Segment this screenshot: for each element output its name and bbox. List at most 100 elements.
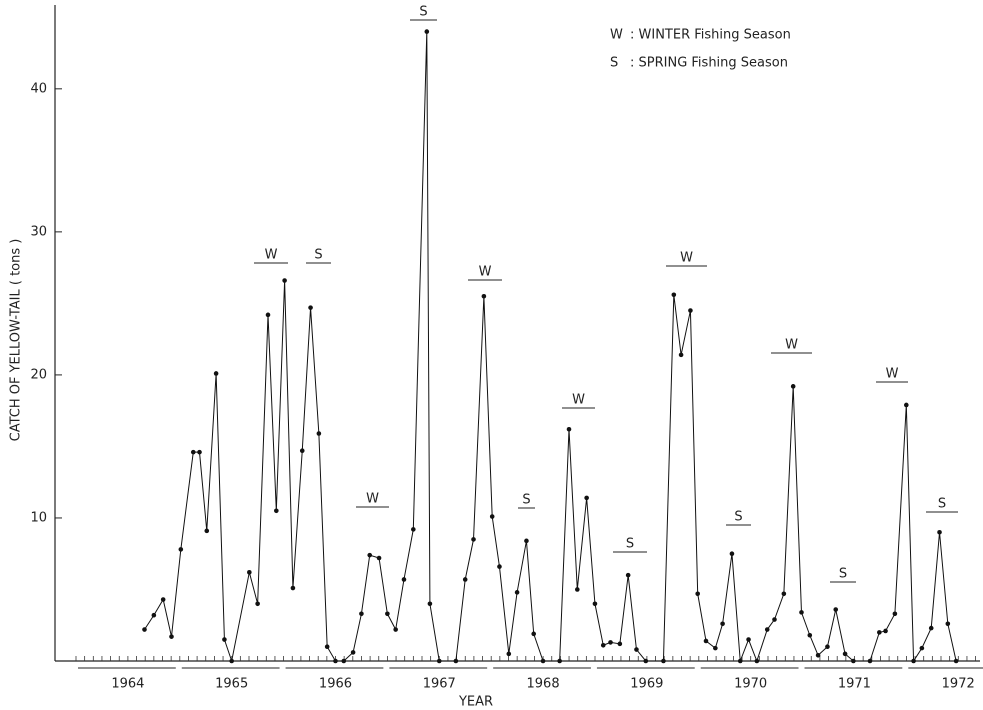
x-tick-label: 1971: [838, 677, 871, 692]
data-point: [316, 431, 322, 436]
x-tick-label: 1969: [630, 677, 663, 692]
data-line: [144, 31, 957, 663]
data-point: [540, 658, 546, 664]
data-point: [497, 564, 502, 569]
data-point: [764, 627, 770, 632]
data-point: [754, 658, 760, 664]
data-point: [574, 587, 580, 592]
data-point: [190, 449, 196, 455]
season-label: W: [572, 393, 585, 408]
data-point: [401, 577, 407, 582]
season-label: S: [938, 497, 946, 512]
data-point: [359, 611, 364, 617]
data-point: [367, 552, 373, 558]
data-point: [625, 572, 631, 578]
x-tick-label: 1966: [319, 677, 352, 692]
data-point: [531, 631, 537, 637]
data-point: [781, 591, 787, 597]
x-tick-label: 1968: [527, 677, 560, 692]
data-point: [299, 448, 305, 454]
season-label: S: [734, 510, 742, 525]
data-point: [807, 632, 813, 638]
data-point: [634, 647, 639, 652]
data-point: [350, 650, 356, 655]
data-point: [851, 658, 856, 664]
data-point: [928, 625, 934, 631]
data-point: [506, 651, 512, 657]
data-point: [600, 642, 606, 648]
data-point: [222, 637, 227, 642]
y-tick-label: 40: [30, 81, 47, 96]
data-point: [376, 555, 382, 561]
data-point: [274, 508, 279, 514]
data-point: [424, 29, 430, 34]
data-point: [169, 634, 174, 639]
data-point: [729, 551, 735, 557]
data-point: [308, 305, 313, 310]
data-point: [481, 293, 487, 299]
data-point: [333, 658, 338, 664]
data-point: [324, 644, 330, 649]
data-point: [592, 601, 598, 607]
season-label: S: [839, 567, 847, 582]
data-point: [462, 577, 468, 582]
x-axis-label: YEAR: [458, 695, 493, 710]
data-point: [436, 658, 442, 664]
x-tick-label: 1967: [423, 677, 456, 692]
data-point: [290, 585, 296, 591]
season-label: S: [314, 248, 322, 263]
legend-text: : WINTER Fishing Season: [630, 28, 791, 43]
data-point: [919, 645, 925, 651]
data-point: [471, 537, 476, 542]
data-point: [584, 495, 589, 501]
x-tick-label: 1964: [111, 677, 144, 692]
data-point: [247, 570, 252, 575]
data-point: [937, 529, 942, 535]
data-point: [695, 591, 700, 597]
data-point: [904, 402, 909, 408]
season-label: W: [366, 492, 379, 507]
data-point: [427, 601, 433, 607]
data-point: [229, 658, 234, 664]
data-point: [160, 597, 166, 602]
data-point: [557, 658, 562, 664]
season-label: W: [265, 248, 278, 263]
y-tick-label: 10: [30, 510, 47, 525]
data-point: [204, 528, 210, 534]
data-point: [825, 644, 830, 649]
data-point: [617, 641, 623, 647]
season-label: W: [680, 251, 693, 266]
data-point: [608, 640, 613, 645]
legend-text: : SPRING Fishing Season: [630, 56, 788, 71]
data-point: [688, 308, 693, 313]
data-point: [671, 292, 677, 298]
data-point: [678, 352, 684, 358]
season-label: W: [886, 367, 899, 382]
y-tick-label: 20: [30, 367, 47, 382]
x-tick-label: 1965: [215, 677, 248, 692]
data-point: [883, 628, 888, 634]
data-point: [867, 658, 873, 664]
data-point: [197, 449, 202, 455]
data-point: [842, 651, 848, 657]
data-point: [453, 658, 459, 664]
data-point: [772, 617, 777, 622]
data-point: [643, 658, 649, 664]
data-point: [142, 627, 147, 632]
season-label: S: [626, 537, 634, 552]
data-point: [566, 426, 572, 432]
data-point: [953, 658, 959, 664]
data-point: [892, 611, 898, 617]
season-label: W: [785, 338, 798, 353]
data-point: [489, 514, 495, 519]
data-point: [815, 652, 821, 658]
data-point: [151, 612, 157, 618]
data-point: [282, 278, 287, 283]
data-point: [213, 371, 219, 376]
data-point: [737, 658, 743, 664]
x-tick-label: 1972: [942, 677, 975, 692]
data-point: [255, 601, 260, 607]
data-point: [703, 638, 709, 644]
data-point: [799, 610, 804, 615]
